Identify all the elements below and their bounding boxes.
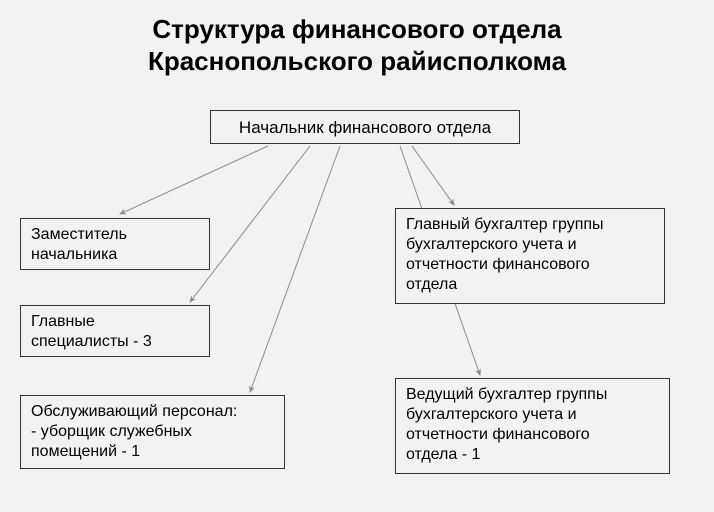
- node-lead-accountant: Ведущий бухгалтер группы бухгалтерского …: [395, 378, 670, 474]
- org-chart-canvas: Структура финансового отдела Краснопольс…: [0, 0, 714, 512]
- node-deputy-head: Заместитель начальника: [20, 218, 210, 270]
- node-label-line: отчетности финансового: [406, 256, 590, 273]
- node-label-line: Главный бухгалтер группы: [406, 216, 604, 233]
- node-label-line: начальника: [31, 246, 117, 263]
- node-label-line: бухгалтерского учета и: [406, 236, 577, 253]
- node-head-of-department: Начальник финансового отдела: [210, 110, 520, 144]
- diagram-title-line2: Краснопольского райисполкома: [0, 46, 714, 77]
- node-label-line: Заместитель: [31, 226, 127, 243]
- node-label-line: помещений - 1: [31, 443, 140, 460]
- node-label-line: Ведущий бухгалтер группы: [406, 386, 607, 403]
- node-label-line: - уборщик служебных: [31, 423, 192, 440]
- node-label-line: специалисты - 3: [31, 333, 152, 350]
- node-label-line: Главные: [31, 313, 95, 330]
- node-label-line: отчетности финансового: [406, 426, 590, 443]
- node-service-staff: Обслуживающий персонал: - уборщик служеб…: [20, 395, 285, 469]
- node-label-line: Обслуживающий персонал:: [31, 403, 237, 420]
- diagram-title-line1: Структура финансового отдела: [0, 14, 714, 45]
- node-label-line: отдела - 1: [406, 446, 480, 463]
- node-label: Начальник финансового отдела: [239, 118, 491, 137]
- node-label-line: бухгалтерского учета и: [406, 406, 577, 423]
- node-chief-specialists: Главные специалисты - 3: [20, 305, 210, 357]
- node-label-line: отдела: [406, 276, 457, 293]
- node-chief-accountant: Главный бухгалтер группы бухгалтерского …: [395, 208, 665, 304]
